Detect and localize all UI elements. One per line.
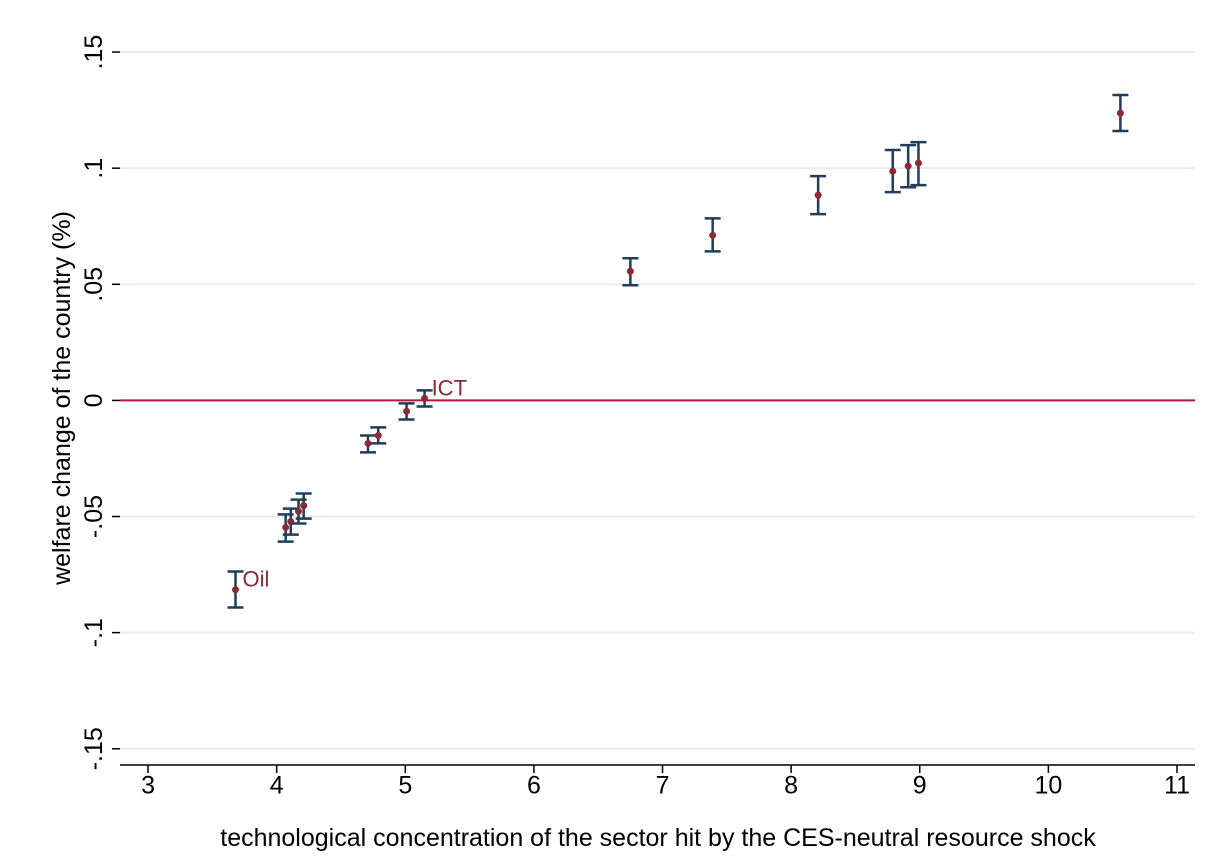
point bbox=[1116, 109, 1124, 117]
x-tick-label: 8 bbox=[784, 772, 798, 800]
point-label: Oil bbox=[243, 567, 270, 592]
x-axis-label: technological concentration of the secto… bbox=[220, 824, 1096, 852]
point bbox=[914, 159, 922, 167]
point bbox=[300, 502, 308, 510]
y-tick-label: -.15 bbox=[80, 727, 108, 770]
y-tick-label: .05 bbox=[80, 267, 108, 302]
x-tick-label: 3 bbox=[141, 772, 155, 800]
point bbox=[282, 523, 290, 531]
point bbox=[889, 167, 897, 175]
point bbox=[709, 231, 717, 239]
point bbox=[364, 439, 372, 447]
point-label: ICT bbox=[432, 375, 467, 400]
y-tick-label: .15 bbox=[80, 35, 108, 70]
point bbox=[295, 507, 303, 515]
x-tick-label: 10 bbox=[1034, 772, 1062, 800]
point bbox=[232, 586, 240, 594]
x-tick-label: 6 bbox=[527, 772, 541, 800]
point bbox=[374, 431, 382, 439]
point bbox=[904, 162, 912, 170]
x-tick-label: 11 bbox=[1164, 772, 1190, 800]
y-tick-label: 0 bbox=[80, 393, 108, 407]
y-tick-label: -.1 bbox=[80, 618, 108, 647]
y-axis-label: welfare change of the country (%) bbox=[48, 211, 76, 586]
x-tick-label: 4 bbox=[270, 772, 284, 800]
point bbox=[403, 407, 411, 415]
y-tick-label: .1 bbox=[80, 158, 108, 179]
x-tick-label: 9 bbox=[913, 772, 927, 800]
x-tick-label: 7 bbox=[656, 772, 670, 800]
point bbox=[626, 267, 634, 275]
y-tick-label: -.05 bbox=[80, 495, 108, 538]
point bbox=[814, 191, 822, 199]
point bbox=[421, 394, 429, 402]
x-tick-label: 5 bbox=[398, 772, 412, 800]
